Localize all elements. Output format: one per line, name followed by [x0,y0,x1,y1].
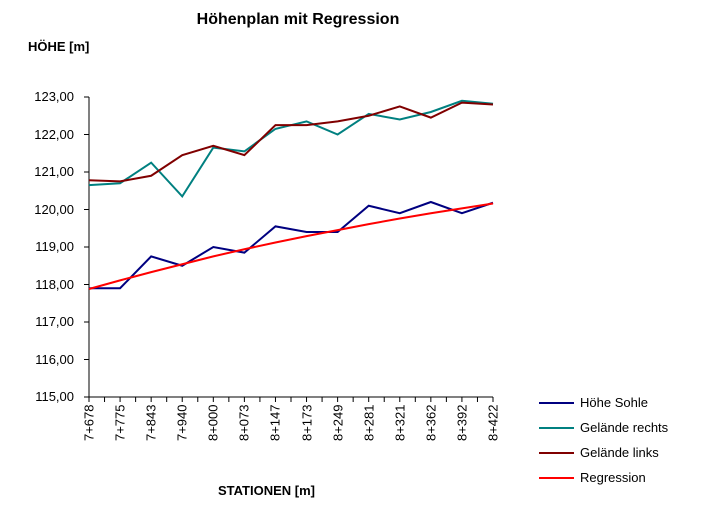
legend-label: Regression [580,470,646,485]
x-tick-label: 8+147 [267,404,283,442]
legend-item-hoehe-sohle: Höhe Sohle [539,394,668,411]
x-tick-label: 8+173 [299,404,315,442]
y-tick-label: 121,00 [34,164,74,179]
y-tick-label: 120,00 [34,201,74,217]
y-axis-title: HÖHE [m] [28,39,90,54]
y-tick-label: 116,00 [35,351,74,367]
x-tick-label: 7+775 [112,404,128,442]
x-tick-label: 8+000 [205,404,221,442]
series-line-gelaende-rechts [88,99,494,199]
legend: Höhe Sohle Gelände rechts Gelände links Reg… [539,394,668,494]
x-tick-label: 8+422 [485,404,501,442]
y-tick-label: 117,00 [35,314,74,329]
x-tick-label: 8+073 [236,404,252,442]
chart-title: Höhenplan mit Regression [196,11,400,28]
x-tick-label: 8+392 [454,404,470,442]
y-tick-label: 122,00 [34,126,74,142]
x-tick-label: 7+940 [174,404,190,442]
series-line-hoehe-sohle [89,200,494,290]
legend-label: Gelände links [580,445,659,460]
y-tick-label: 123,00 [34,89,74,104]
x-tick-label: 8+281 [361,404,377,442]
legend-label: Gelände rechts [580,420,669,435]
y-tick-label: 119,00 [35,239,74,254]
x-tick-label: 7+843 [143,404,159,442]
x-tick-label: 8+321 [392,404,408,442]
legend-line-swatch [539,401,574,404]
legend-label: Höhe Sohle [580,395,648,410]
x-tick-label: 8+249 [330,404,346,442]
legend-item-gelaende-links: Gelände links [539,444,668,461]
y-tick-label: 115,00 [35,389,74,404]
y-tick-label: 118,00 [35,276,74,292]
x-axis-title: STATIONEN [m] [217,483,315,498]
legend-item-gelaende-rechts: Gelände rechts [539,419,668,436]
x-tick-label: 7+678 [81,404,97,442]
legend-item-regression: Regression [539,469,668,486]
series-line-gelaende-links [88,101,494,183]
series-line-regression [88,202,494,290]
legend-line-swatch [539,426,574,429]
x-tick-label: 8+362 [423,404,439,442]
legend-line-swatch [539,451,574,454]
legend-line-swatch [539,476,574,479]
